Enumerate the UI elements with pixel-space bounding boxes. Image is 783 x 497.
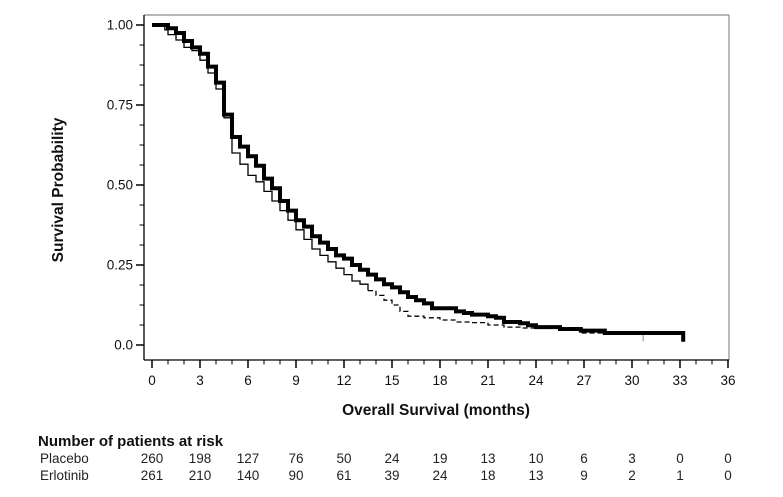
risk-count-erlotinib: 9 [580,468,588,483]
x-tick-label: 30 [624,373,639,388]
x-tick-label: 0 [148,373,156,388]
risk-count-placebo: 3 [628,451,636,466]
y-tick-label: 0.25 [107,258,133,273]
x-tick-label: 21 [480,373,495,388]
x-tick-label: 24 [528,373,544,388]
risk-count-placebo: 76 [288,451,303,466]
risk-count-placebo: 198 [189,451,212,466]
y-tick-label: 1.00 [107,18,133,33]
x-tick-label: 15 [384,373,399,388]
risk-count-placebo: 24 [384,451,400,466]
risk-count-erlotinib: 18 [480,468,495,483]
risk-count-placebo: 0 [676,451,684,466]
risk-count-erlotinib: 140 [237,468,260,483]
y-tick-label: 0.50 [107,178,133,193]
risk-table-title: Number of patients at risk [38,433,224,450]
risk-count-placebo: 260 [141,451,164,466]
risk-count-erlotinib: 13 [528,468,543,483]
placebo-curve-solid-part [152,24,369,291]
risk-count-placebo: 127 [237,451,260,466]
placebo-curve-dashed-part [368,289,644,335]
risk-count-erlotinib: 210 [189,468,212,483]
risk-count-placebo: 19 [432,451,447,466]
risk-count-erlotinib: 2 [628,468,636,483]
risk-count-placebo: 0 [724,451,732,466]
y-tick-label: 0.75 [107,98,133,113]
x-axis-title: Overall Survival (months) [342,402,530,419]
risk-count-erlotinib: 24 [432,468,448,483]
risk-count-placebo: 10 [528,451,543,466]
risk-count-erlotinib: 39 [384,468,399,483]
risk-row-label-erlotinib: Erlotinib [40,468,89,483]
y-axis-title: Survival Probability [50,117,67,262]
risk-count-erlotinib: 61 [336,468,351,483]
x-tick-label: 27 [576,373,591,388]
x-tick-label: 9 [292,373,300,388]
risk-count-erlotinib: 90 [288,468,303,483]
risk-count-placebo: 6 [580,451,588,466]
x-tick-label: 6 [244,373,252,388]
risk-count-erlotinib: 0 [724,468,732,483]
risk-count-erlotinib: 261 [141,468,164,483]
erlotinib-curve [152,23,686,342]
risk-row-label-placebo: Placebo [40,451,89,466]
plot-generated-content: 1.000.750.500.250.00 3 6 9 12 15 18 21 24 27 30 33 3… [107,14,736,483]
risk-count-placebo: 50 [336,451,351,466]
risk-count-placebo: 13 [480,451,495,466]
x-tick-label: 18 [432,373,447,388]
risk-count-erlotinib: 1 [676,468,684,483]
x-tick-label: 36 [720,373,735,388]
x-tick-label: 33 [672,373,687,388]
y-tick-label: 0.0 [114,338,133,353]
x-tick-label: 3 [196,373,204,388]
x-tick-label: 12 [336,373,351,388]
